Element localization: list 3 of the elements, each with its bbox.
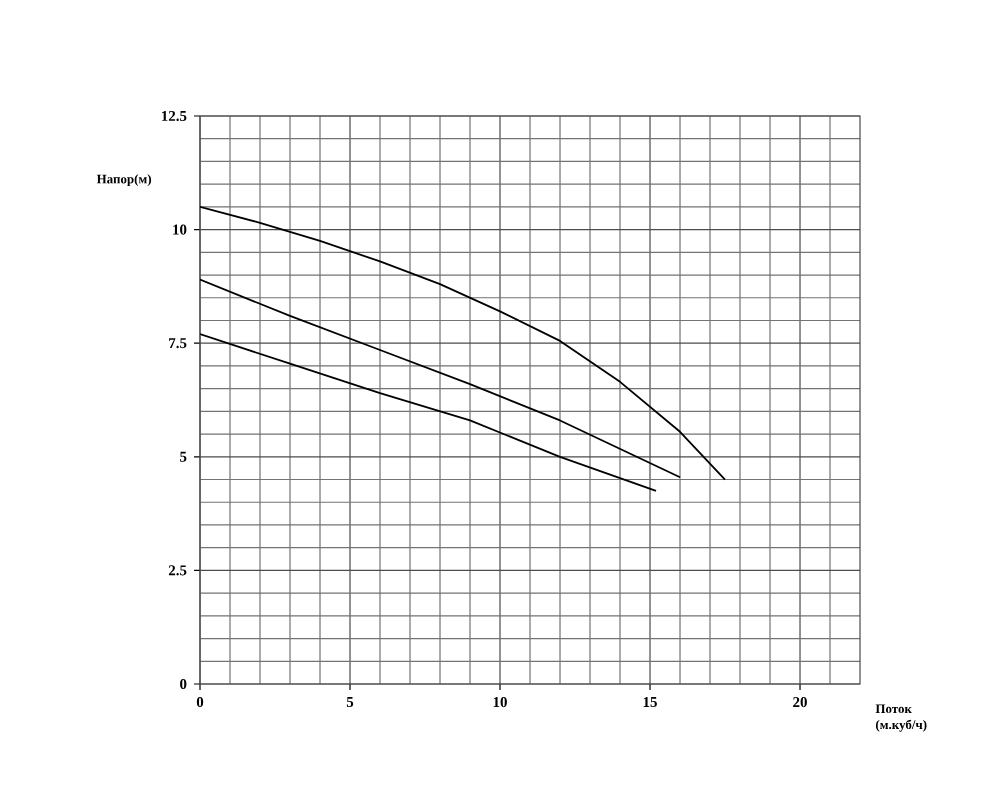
line-series (200, 333, 657, 492)
line-series (200, 278, 681, 479)
line-series (200, 205, 726, 481)
